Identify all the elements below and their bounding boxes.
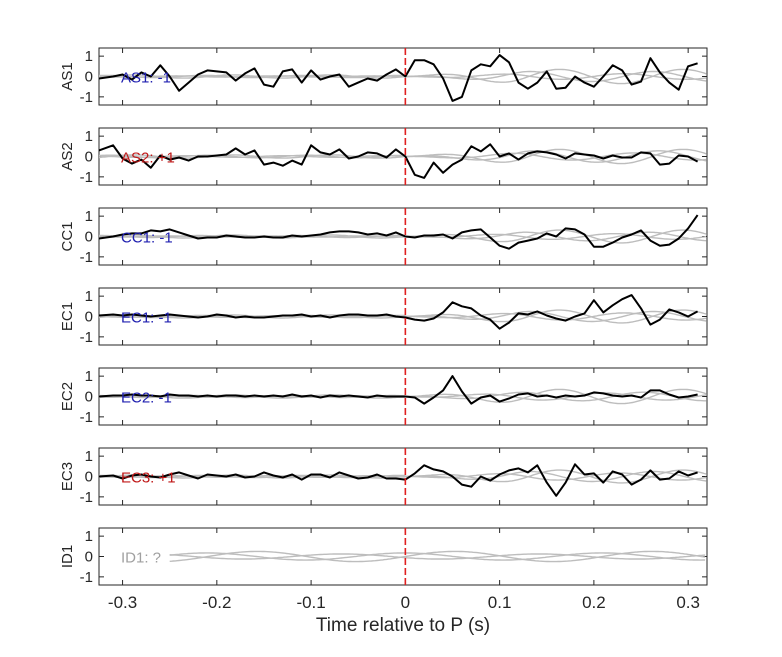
station-label: EC3 xyxy=(59,462,76,491)
y-tick-label: 0 xyxy=(85,69,93,86)
waveform-trace xyxy=(99,294,699,330)
y-tick-label: 0 xyxy=(85,389,93,406)
station-label: EC1 xyxy=(59,302,76,331)
y-tick-label: -1 xyxy=(80,569,93,586)
y-tick-label: -1 xyxy=(80,409,93,426)
waveform-trace xyxy=(99,375,698,405)
polarity-annotation: EC1: -1 xyxy=(121,310,172,327)
x-tick-label: -0.1 xyxy=(296,593,325,612)
station-label: ID1 xyxy=(59,545,76,568)
station-label: AS2 xyxy=(59,142,76,170)
x-axis-label: Time relative to P (s) xyxy=(316,615,490,636)
y-tick-label: 1 xyxy=(85,448,93,465)
y-tick-label: -1 xyxy=(80,169,93,186)
background-trace xyxy=(169,553,706,560)
x-tick-label: 0.1 xyxy=(488,593,512,612)
y-tick-label: -1 xyxy=(80,249,93,266)
plot-area xyxy=(99,375,707,405)
polarity-annotation: EC3: +1 xyxy=(121,470,176,487)
waveform-trace xyxy=(99,463,698,497)
x-tick-label: 0 xyxy=(401,593,410,612)
waveform-trace xyxy=(99,54,698,102)
y-tick-label: 0 xyxy=(85,309,93,326)
station-label: AS1 xyxy=(59,62,76,90)
plot-area xyxy=(99,463,707,497)
station-label: EC2 xyxy=(59,382,76,411)
x-tick-label: 0.2 xyxy=(582,593,606,612)
polarity-annotation: EC2: -1 xyxy=(121,390,172,407)
plot-area xyxy=(99,294,707,330)
polarity-annotation: AS2: +1 xyxy=(121,150,175,167)
waveform-trace xyxy=(99,214,699,250)
background-trace xyxy=(169,550,706,563)
y-tick-label: -1 xyxy=(80,489,93,506)
plot-area xyxy=(169,550,706,563)
plot-area xyxy=(99,143,707,179)
y-tick-label: 0 xyxy=(85,149,93,166)
y-tick-label: 1 xyxy=(85,288,93,305)
x-tick-label: -0.3 xyxy=(108,593,137,612)
y-tick-label: 1 xyxy=(85,128,93,145)
y-tick-label: 0 xyxy=(85,229,93,246)
polarity-annotation: CC1: -1 xyxy=(121,230,173,247)
plot-area xyxy=(99,214,707,250)
y-tick-label: 1 xyxy=(85,48,93,65)
polarity-annotation: ID1: ? xyxy=(121,550,161,567)
background-trace xyxy=(99,310,707,323)
y-tick-label: -1 xyxy=(80,329,93,346)
x-tick-label: -0.2 xyxy=(202,593,231,612)
polarity-annotation: AS1: -1 xyxy=(121,70,171,87)
y-tick-label: -1 xyxy=(80,89,93,106)
plot-area xyxy=(99,54,707,102)
y-tick-label: 0 xyxy=(85,469,93,486)
station-label: CC1 xyxy=(59,221,76,251)
x-tick-label: 0.3 xyxy=(676,593,700,612)
y-tick-label: 1 xyxy=(85,208,93,225)
y-tick-label: 0 xyxy=(85,549,93,566)
background-trace xyxy=(169,552,706,561)
waveform-trace xyxy=(99,143,699,179)
y-tick-label: 1 xyxy=(85,528,93,545)
y-tick-label: 1 xyxy=(85,368,93,385)
background-trace xyxy=(99,233,707,240)
